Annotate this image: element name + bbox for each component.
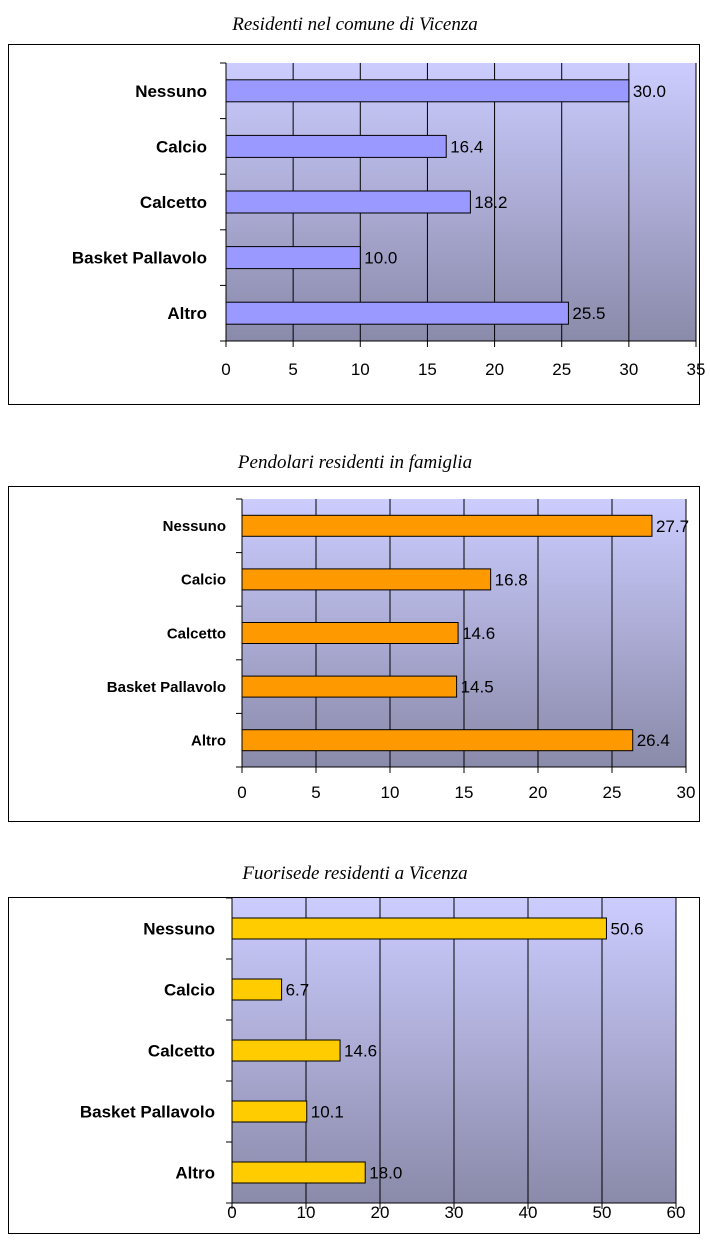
category-label: Nessuno xyxy=(163,518,226,535)
category-label: Calcetto xyxy=(148,1041,215,1060)
data-label: 18.2 xyxy=(474,193,507,212)
category-label: Calcio xyxy=(164,980,215,999)
x-tick-label: 15 xyxy=(455,783,474,802)
bar xyxy=(225,301,569,325)
bar xyxy=(225,79,630,103)
bar xyxy=(241,514,653,537)
x-tick-label: 20 xyxy=(529,783,548,802)
data-label: 16.8 xyxy=(495,570,528,589)
category-label: Nessuno xyxy=(143,919,215,938)
chart-title-residenti: Residenti nel comune di Vicenza xyxy=(232,14,478,35)
bar-chart-pendolari: 0 5 10 15 20 25 30 Nessuno 27.7 Calcio 16.8 Calcett… xyxy=(107,498,696,802)
data-label: 14.6 xyxy=(344,1042,377,1061)
x-tick-label: 10 xyxy=(381,783,400,802)
bar xyxy=(225,134,447,158)
x-tick-label: 10 xyxy=(351,360,370,379)
chart-frame-pendolari: 0 5 10 15 20 25 30 Nessuno 27.7 Calcio 16.8 Calcett… xyxy=(8,486,700,822)
x-tick-label: 10 xyxy=(297,1203,316,1222)
category-label: Calcio xyxy=(156,137,207,156)
bar xyxy=(231,1100,308,1123)
x-tick-label: 25 xyxy=(552,360,571,379)
bar xyxy=(231,1039,341,1062)
bar-chart-fuorisede: 0 10 20 30 40 50 60 Nessuno 50.6 Calcio 6.7 Calcett… xyxy=(80,897,686,1222)
bar xyxy=(225,190,471,214)
bar xyxy=(241,675,458,698)
x-tick-label: 30 xyxy=(619,360,638,379)
data-label: 30.0 xyxy=(633,82,666,101)
category-label: Basket Pallavolo xyxy=(72,249,207,268)
bar xyxy=(231,917,607,940)
bar xyxy=(231,1161,366,1184)
data-label: 10.0 xyxy=(364,249,397,268)
chart-title-pendolari: Pendolari residenti in famiglia xyxy=(237,452,473,473)
data-label: 6.7 xyxy=(286,981,310,1000)
x-tick-label: 25 xyxy=(603,783,622,802)
category-label: Calcio xyxy=(181,572,226,589)
x-tick-label: 15 xyxy=(418,360,437,379)
data-label: 27.7 xyxy=(656,517,689,536)
data-label: 10.1 xyxy=(311,1103,344,1122)
x-tick-label: 0 xyxy=(237,783,246,802)
category-label: Nessuno xyxy=(135,82,207,101)
bar-chart-residenti: 0 5 10 15 20 25 30 35 Nessuno 30.0 Calcio 16.4 Calce… xyxy=(72,62,705,379)
bar xyxy=(241,729,634,752)
x-tick-label: 5 xyxy=(311,783,320,802)
chart-frame-fuorisede: 0 10 20 30 40 50 60 Nessuno 50.6 Calcio 6.7 Calcett… xyxy=(8,897,700,1234)
x-tick-label: 30 xyxy=(677,783,696,802)
category-label: Altro xyxy=(175,1163,215,1182)
data-label: 14.6 xyxy=(462,624,495,643)
x-tick-label: 5 xyxy=(288,360,297,379)
category-label: Calcetto xyxy=(167,625,226,642)
category-label: Calcetto xyxy=(140,193,207,212)
category-label: Altro xyxy=(191,732,226,749)
data-label: 16.4 xyxy=(450,137,483,156)
data-label: 18.0 xyxy=(369,1164,402,1183)
chart-frame-residenti: 0 5 10 15 20 25 30 35 Nessuno 30.0 Calcio 16.4 Calce… xyxy=(8,44,705,405)
bar xyxy=(241,622,459,644)
category-label: Altro xyxy=(167,304,207,323)
chart-title-fuorisede: Fuorisede residenti a Vicenza xyxy=(242,863,468,884)
bar xyxy=(225,246,361,270)
x-tick-label: 60 xyxy=(667,1203,686,1222)
data-label: 50.6 xyxy=(610,920,643,939)
x-tick-label: 50 xyxy=(593,1203,612,1222)
x-tick-label: 0 xyxy=(227,1203,236,1222)
x-tick-label: 0 xyxy=(221,360,230,379)
bar xyxy=(231,978,283,1001)
x-tick-label: 20 xyxy=(485,360,504,379)
data-label: 26.4 xyxy=(637,731,670,750)
data-label: 25.5 xyxy=(572,304,605,323)
x-tick-label: 40 xyxy=(519,1203,538,1222)
bar xyxy=(241,568,492,591)
x-tick-label: 30 xyxy=(445,1203,464,1222)
x-tick-label: 35 xyxy=(687,360,706,379)
category-label: Basket Pallavolo xyxy=(80,1102,215,1121)
category-label: Basket Pallavolo xyxy=(107,679,226,696)
x-tick-label: 20 xyxy=(371,1203,390,1222)
data-label: 14.5 xyxy=(461,678,494,697)
